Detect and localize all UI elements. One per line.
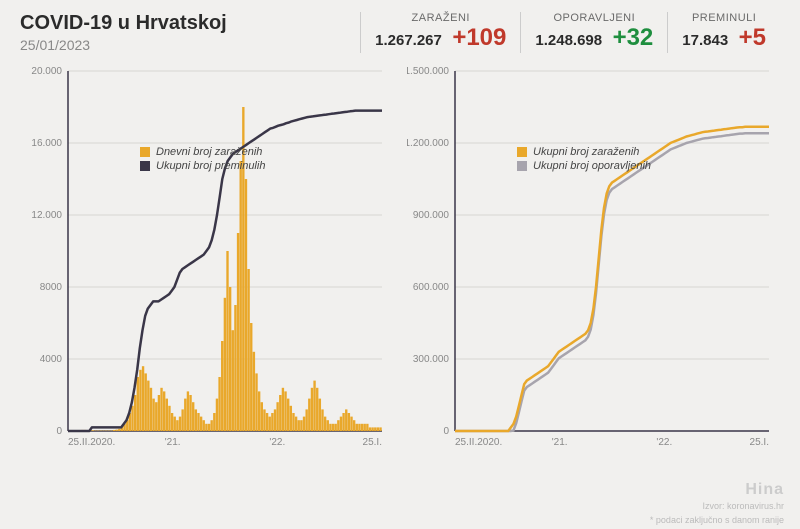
svg-text:16.000: 16.000 [31, 138, 62, 149]
page-title: COVID-19 u Hrvatskoj [20, 12, 360, 35]
source-label: Izvor: koronavirus.hr [702, 501, 784, 511]
stat-recovered-delta: +32 [613, 24, 654, 52]
svg-text:600.000: 600.000 [413, 282, 450, 293]
svg-text:300.000: 300.000 [413, 354, 450, 365]
legend-item: Ukupni broj preminulih [140, 160, 265, 172]
svg-text:1.500.000: 1.500.000 [407, 66, 449, 77]
svg-text:25.I.: 25.I. [750, 437, 769, 448]
legend-item: Dnevni broj zaraženih [140, 146, 265, 158]
svg-text:25.II.2020.: 25.II.2020. [68, 437, 115, 448]
svg-text:'21.: '21. [165, 437, 181, 448]
svg-text:8000: 8000 [40, 282, 63, 293]
svg-text:0: 0 [56, 426, 62, 437]
stat-recovered-label: OPORAVLJENI [535, 12, 653, 24]
brand-watermark: Hina [745, 481, 784, 499]
svg-text:20.000: 20.000 [31, 66, 62, 77]
legend-swatch [517, 161, 527, 171]
title-block: COVID-19 u Hrvatskoj 25/01/2023 [20, 12, 360, 53]
chart-right: 0 300.000 600.000 900.000 1.200.000 1.500.000… [407, 61, 777, 461]
stat-deaths: PREMINULI 17.843 +5 [667, 12, 780, 53]
svg-text:'21.: '21. [552, 437, 568, 448]
legend-label: Ukupni broj preminulih [156, 160, 265, 172]
stat-infected-label: ZARAŽENI [375, 12, 506, 24]
legend-swatch [140, 161, 150, 171]
chart-left: 0 4000 8000 12.000 16.000 20.000 25.II.2020. '2… [20, 61, 390, 461]
svg-text:'22.: '22. [656, 437, 672, 448]
legend-swatch [140, 147, 150, 157]
stat-deaths-delta: +5 [739, 24, 766, 52]
stat-recovered-total: 1.248.698 [535, 32, 602, 49]
charts-row: 0 4000 8000 12.000 16.000 20.000 25.II.2020. '2… [0, 61, 800, 481]
svg-text:'22.: '22. [269, 437, 285, 448]
legend-left: Dnevni broj zaraženih Ukupni broj preminu… [140, 146, 265, 174]
legend-right: Ukupni broj zaraženih Ukupni broj oporavl… [517, 146, 651, 174]
footer-note: * podaci zaključno s danom ranije [650, 515, 784, 525]
legend-item: Ukupni broj zaraženih [517, 146, 651, 158]
chart-right-wrap: 0 300.000 600.000 900.000 1.200.000 1.500.000… [407, 61, 780, 481]
stat-deaths-label: PREMINULI [682, 12, 766, 24]
chart-left-wrap: 0 4000 8000 12.000 16.000 20.000 25.II.2020. '2… [20, 61, 393, 481]
stat-infected-total: 1.267.267 [375, 32, 442, 49]
svg-text:900.000: 900.000 [413, 210, 450, 221]
legend-item: Ukupni broj oporavljenih [517, 160, 651, 172]
stat-recovered: OPORAVLJENI 1.248.698 +32 [520, 12, 667, 53]
page-date: 25/01/2023 [20, 37, 360, 53]
legend-label: Ukupni broj zaraženih [533, 146, 639, 158]
svg-text:1.200.000: 1.200.000 [407, 138, 449, 149]
stat-infected-delta: +109 [452, 24, 506, 52]
svg-text:12.000: 12.000 [31, 210, 62, 221]
legend-swatch [517, 147, 527, 157]
stat-deaths-total: 17.843 [682, 32, 728, 49]
svg-text:0: 0 [443, 426, 449, 437]
legend-label: Ukupni broj oporavljenih [533, 160, 651, 172]
svg-text:25.I.: 25.I. [363, 437, 382, 448]
stat-infected: ZARAŽENI 1.267.267 +109 [360, 12, 520, 53]
svg-text:4000: 4000 [40, 354, 63, 365]
svg-text:25.II.2020.: 25.II.2020. [455, 437, 502, 448]
header: COVID-19 u Hrvatskoj 25/01/2023 ZARAŽENI… [0, 0, 800, 61]
legend-label: Dnevni broj zaraženih [156, 146, 262, 158]
stats-row: ZARAŽENI 1.267.267 +109 OPORAVLJENI 1.24… [360, 12, 780, 53]
